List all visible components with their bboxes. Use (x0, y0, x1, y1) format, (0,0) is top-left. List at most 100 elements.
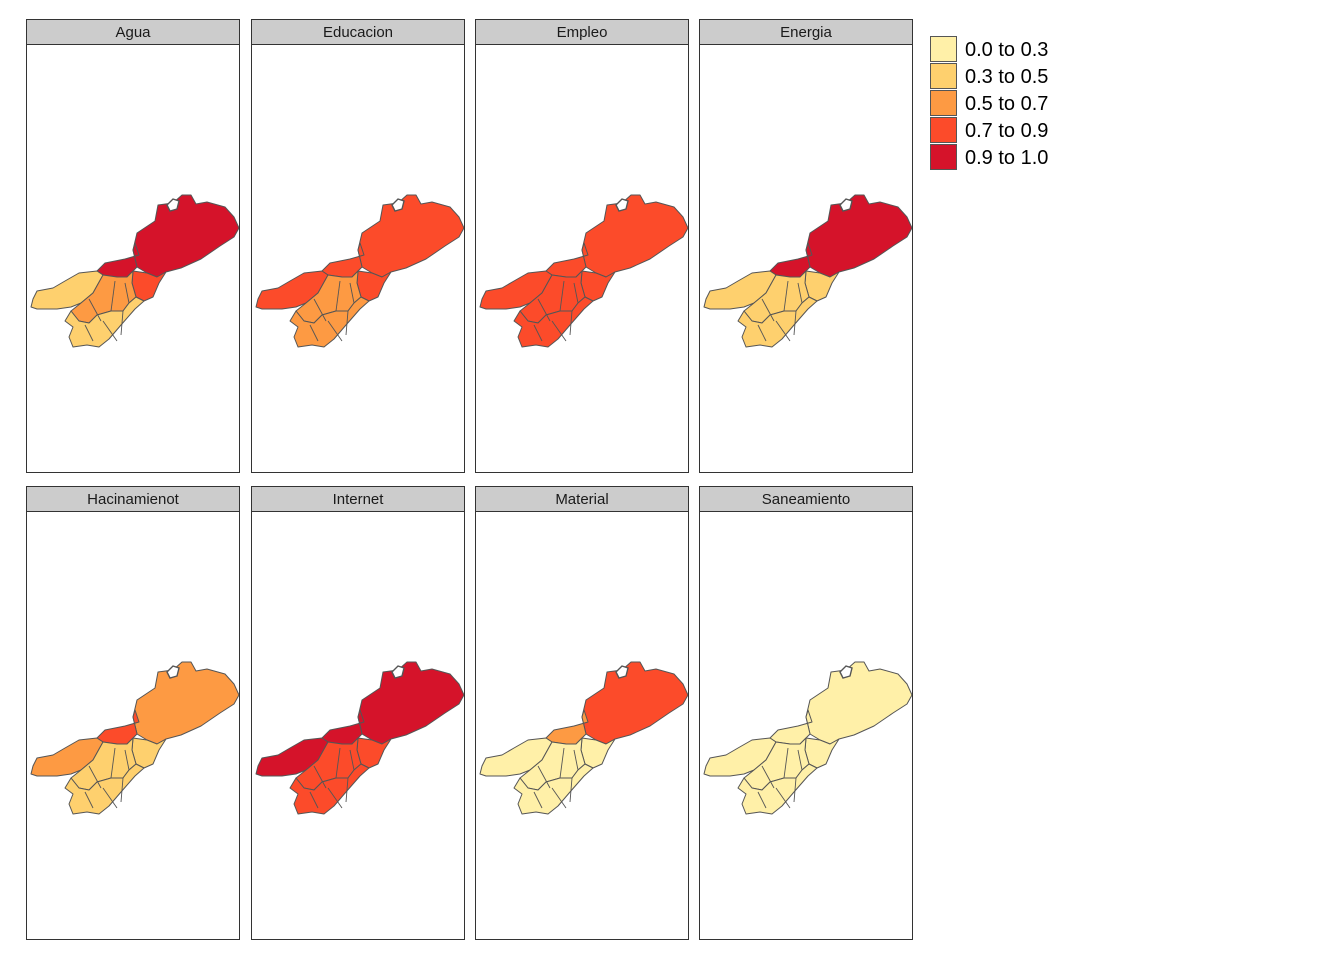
facet-panel-internet: Internet (251, 486, 465, 940)
district-boundary (335, 280, 341, 312)
choropleth-map (30, 661, 239, 815)
district-boundary (793, 777, 797, 803)
district-boundary (88, 298, 102, 322)
district-boundary (102, 787, 118, 809)
facet-title: Educacion (252, 20, 464, 45)
legend-label: 0.0 to 0.3 (965, 39, 1049, 61)
region-center-east (580, 270, 616, 302)
region-center-east (356, 270, 392, 302)
district-boundary (537, 765, 551, 789)
facet-panel-empleo: Empleo (475, 19, 689, 473)
region-center-east (131, 270, 167, 302)
region-northeast (132, 194, 239, 278)
district-boundary (313, 765, 327, 789)
district-boundary (345, 777, 349, 803)
district-boundary (533, 791, 543, 809)
legend-label: 0.3 to 0.5 (965, 66, 1049, 88)
district-boundary (102, 320, 118, 342)
district-boundary (84, 324, 94, 342)
district-boundary (120, 777, 124, 803)
map-hole (391, 665, 405, 679)
district-boundary (349, 749, 355, 771)
legend-label: 0.5 to 0.7 (965, 93, 1049, 115)
map-hole (615, 665, 629, 679)
facet-title: Material (476, 487, 688, 512)
district-boundary (559, 280, 565, 312)
region-northeast (357, 661, 464, 745)
district-boundary (569, 310, 573, 336)
district-boundary (757, 324, 767, 342)
district-boundary (551, 320, 567, 342)
district-boundary (84, 791, 94, 809)
district-boundary (309, 791, 319, 809)
region-center-east (356, 737, 392, 769)
facet-title: Hacinamienot (27, 487, 239, 512)
region-center-east (804, 737, 840, 769)
district-boundary (797, 282, 803, 304)
map-hole (839, 198, 853, 212)
choropleth-map (703, 661, 912, 815)
map-hole (615, 198, 629, 212)
district-boundary (120, 310, 124, 336)
facet-title: Internet (252, 487, 464, 512)
district-boundary (559, 747, 565, 779)
district-boundary (345, 310, 349, 336)
region-south (513, 763, 594, 815)
district-boundary (349, 282, 355, 304)
legend-label: 0.7 to 0.9 (965, 120, 1049, 142)
facet-title: Energia (700, 20, 912, 45)
choropleth-map (479, 661, 688, 815)
region-south (289, 763, 370, 815)
map-hole (839, 665, 853, 679)
district-boundary (537, 298, 551, 322)
region-south (289, 296, 370, 348)
district-boundary (110, 280, 116, 312)
district-boundary (309, 324, 319, 342)
facet-panel-hacinamienot: Hacinamienot (26, 486, 240, 940)
district-boundary (327, 320, 343, 342)
choropleth-map (703, 194, 912, 348)
district-boundary (313, 298, 327, 322)
district-boundary (327, 787, 343, 809)
district-boundary (124, 282, 130, 304)
region-northeast (132, 661, 239, 745)
district-boundary (761, 765, 775, 789)
legend-label: 0.9 to 1.0 (965, 147, 1049, 169)
facet-panel-educacion: Educacion (251, 19, 465, 473)
facet-title: Saneamiento (700, 487, 912, 512)
legend-swatch (930, 63, 957, 89)
facet-panel-saneamiento: Saneamiento (699, 486, 913, 940)
district-boundary (335, 747, 341, 779)
map-hole (166, 665, 180, 679)
region-northeast (357, 194, 464, 278)
district-boundary (797, 749, 803, 771)
choropleth-map (479, 194, 688, 348)
region-south (737, 763, 818, 815)
district-boundary (761, 298, 775, 322)
legend-swatch (930, 144, 957, 170)
district-boundary (533, 324, 543, 342)
choropleth-map (255, 661, 464, 815)
map-hole (391, 198, 405, 212)
region-northeast (581, 661, 688, 745)
facet-panel-material: Material (475, 486, 689, 940)
district-boundary (775, 787, 791, 809)
district-boundary (573, 749, 579, 771)
facet-panel-agua: Agua (26, 19, 240, 473)
region-south (64, 296, 145, 348)
facet-title: Agua (27, 20, 239, 45)
map-hole (166, 198, 180, 212)
district-boundary (124, 749, 130, 771)
region-northeast (805, 194, 912, 278)
district-boundary (775, 320, 791, 342)
district-boundary (110, 747, 116, 779)
region-center-east (804, 270, 840, 302)
district-boundary (88, 765, 102, 789)
district-boundary (757, 791, 767, 809)
facet-panel-energia: Energia (699, 19, 913, 473)
region-northeast (581, 194, 688, 278)
district-boundary (783, 747, 789, 779)
region-center-east (580, 737, 616, 769)
district-boundary (793, 310, 797, 336)
region-south (64, 763, 145, 815)
